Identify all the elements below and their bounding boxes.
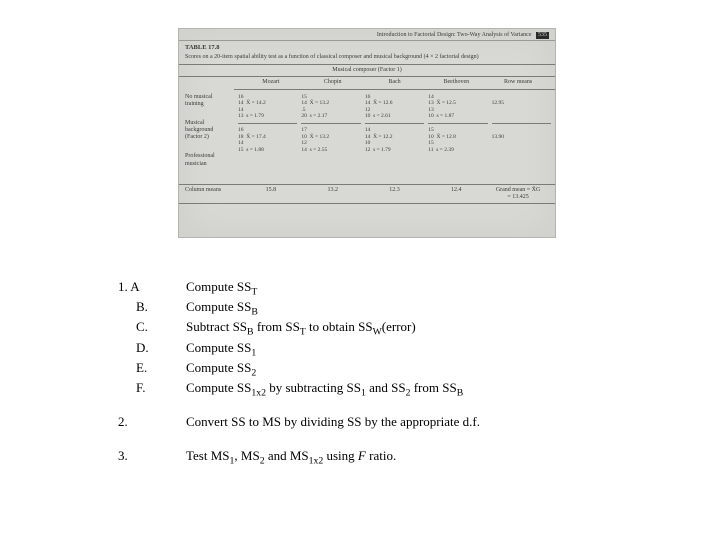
step-2: 2. Convert SS to MS by dividing SS by th… bbox=[108, 413, 628, 431]
computation-steps: 1. A Compute SST B. Compute SSB C. Subtr… bbox=[108, 278, 628, 468]
col-rowmeans: Row means bbox=[487, 79, 549, 86]
col-chopin: Chopin bbox=[302, 79, 364, 86]
chapter-title: Introduction to Factorial Design: Two-Wa… bbox=[377, 32, 532, 38]
step-1b-text: Compute SSB bbox=[186, 298, 628, 316]
table-chapter-line: Introduction to Factorial Design: Two-Wa… bbox=[179, 29, 555, 41]
cell-r1-chopin: 15 14 X̄ = 13.2 .5 20 s = 2.17 17 10 X̄ … bbox=[299, 94, 362, 180]
colmean-2: 12.3 bbox=[364, 187, 426, 201]
column-headers: Mozart Chopin Bach Beethoven Row means bbox=[234, 77, 555, 89]
factor1-header: Musical composer (Factor 1) bbox=[179, 64, 555, 77]
step-1c: C. Subtract SSB from SST to obtain SSW(e… bbox=[108, 318, 628, 336]
step-1b-label: B. bbox=[108, 298, 186, 316]
step-2-text: Convert SS to MS by dividing SS by the a… bbox=[186, 413, 628, 431]
step-1a-text: Compute SST bbox=[186, 278, 628, 296]
grand-mean: Grand mean = X̄G = 13.425 bbox=[487, 187, 549, 201]
table-caption: Scores on a 20-item spatial ability test… bbox=[179, 53, 555, 64]
cell-r1-bach: 16 14 X̄ = 12.6 12 10 s = 2.61 14 14 X̄ … bbox=[363, 94, 426, 180]
step-1e-label: E. bbox=[108, 359, 186, 377]
colmean-0: 15.8 bbox=[240, 187, 302, 201]
row2-label-b: musician bbox=[185, 161, 232, 168]
table-body: No musical training Musical background (… bbox=[179, 90, 555, 184]
column-means-label: Column means bbox=[185, 187, 240, 201]
step-1b: B. Compute SSB bbox=[108, 298, 628, 316]
col-bach: Bach bbox=[364, 79, 426, 86]
step-1e-text: Compute SS2 bbox=[186, 359, 628, 377]
row-labels: No musical training Musical background (… bbox=[179, 90, 234, 184]
col-beethoven: Beethoven bbox=[425, 79, 487, 86]
cell-rowmeans: 12.95 13.90 bbox=[490, 94, 553, 180]
step-1d: D. Compute SS1 bbox=[108, 339, 628, 357]
page-number: 535 bbox=[536, 32, 549, 39]
step-1f-text: Compute SS1x2 by subtracting SS1 and SS2… bbox=[186, 379, 628, 397]
row1-label-b: training bbox=[185, 101, 232, 108]
step-1e: E. Compute SS2 bbox=[108, 359, 628, 377]
step-1f: F. Compute SS1x2 by subtracting SS1 and … bbox=[108, 379, 628, 397]
colmean-1: 13.2 bbox=[302, 187, 364, 201]
factor2-label-c: (Factor 2) bbox=[185, 134, 232, 141]
row2-label-a: Professional bbox=[185, 153, 232, 160]
step-1a: 1. A Compute SST bbox=[108, 278, 628, 296]
table-label: TABLE 17.8 bbox=[179, 41, 555, 53]
step-1d-label: D. bbox=[108, 339, 186, 357]
step-1c-label: C. bbox=[108, 318, 186, 336]
step-3-label: 3. bbox=[108, 447, 186, 465]
factor2-label-a: Musical bbox=[185, 120, 232, 127]
step-3-text: Test MS1, MS2 and MS1x2 using F ratio. bbox=[186, 447, 628, 465]
data-cells: 16 14 X̄ = 14.2 14 13 s = 1.79 16 18 X̄ … bbox=[234, 90, 555, 184]
step-3: 3. Test MS1, MS2 and MS1x2 using F ratio… bbox=[108, 447, 628, 465]
colmean-3: 12.4 bbox=[425, 187, 487, 201]
col-mozart: Mozart bbox=[240, 79, 302, 86]
step-1d-text: Compute SS1 bbox=[186, 339, 628, 357]
factorial-table-figure: Introduction to Factorial Design: Two-Wa… bbox=[178, 28, 556, 238]
row1-label-a: No musical bbox=[185, 94, 232, 101]
cell-r1-mozart: 16 14 X̄ = 14.2 14 13 s = 1.79 16 18 X̄ … bbox=[236, 94, 299, 180]
step-1f-label: F. bbox=[108, 379, 186, 397]
step-1a-label: 1. A bbox=[108, 278, 186, 296]
cell-r1-beethoven: 14 13 X̄ = 12.5 13 10 s = 1.87 15 10 X̄ … bbox=[426, 94, 489, 180]
step-1c-text: Subtract SSB from SST to obtain SSW(erro… bbox=[186, 318, 628, 336]
column-means-row: Column means 15.8 13.2 12.3 12.4 Grand m… bbox=[179, 184, 555, 204]
step-2-label: 2. bbox=[108, 413, 186, 431]
